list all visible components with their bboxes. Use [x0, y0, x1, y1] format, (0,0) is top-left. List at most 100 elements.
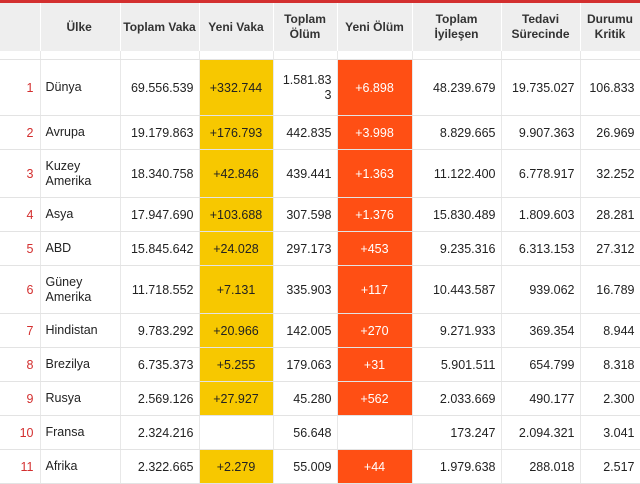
row-total-deaths: 307.598	[273, 197, 338, 232]
row-rank: 8	[0, 347, 41, 382]
rank-header	[0, 3, 41, 51]
row-new-deaths: +117	[337, 265, 413, 314]
row-country: Hindistan	[40, 313, 121, 348]
active-header[interactable]: Tedavi Sürecinde	[501, 3, 581, 51]
row-critical: 28.281	[580, 197, 640, 232]
row-new-deaths: +270	[337, 313, 413, 348]
table-row: 9 Rusya 2.569.126 +27.927 45.280 +562 2.…	[0, 381, 640, 416]
row-country: Güney Amerika	[40, 265, 121, 314]
row-recovered: 48.239.679	[412, 59, 502, 116]
row-rank: 6	[0, 265, 41, 314]
row-critical: 26.969	[580, 115, 640, 150]
table-row: 2 Avrupa 19.179.863 +176.793 442.835 +3.…	[0, 115, 640, 150]
critical-header[interactable]: Durumu Kritik	[580, 3, 640, 51]
row-total-deaths: 142.005	[273, 313, 338, 348]
country-header[interactable]: Ülke	[40, 3, 121, 51]
row-recovered: 11.122.400	[412, 149, 502, 198]
row-rank: 10	[0, 415, 41, 450]
row-total-deaths: 55.009	[273, 449, 338, 484]
row-new-cases: +27.927	[199, 381, 274, 416]
row-rank: 5	[0, 231, 41, 266]
row-new-cases: +5.255	[199, 347, 274, 382]
row-new-deaths: +6.898	[337, 59, 413, 116]
table-row: 8 Brezilya 6.735.373 +5.255 179.063 +31 …	[0, 347, 640, 382]
row-rank: 9	[0, 381, 41, 416]
row-country: ABD	[40, 231, 121, 266]
table-row: 4 Asya 17.947.690 +103.688 307.598 +1.37…	[0, 197, 640, 232]
row-total-deaths: 297.173	[273, 231, 338, 266]
row-total-deaths: 45.280	[273, 381, 338, 416]
row-new-cases: +332.744	[199, 59, 274, 116]
row-rank: 3	[0, 149, 41, 198]
row-country: Avrupa	[40, 115, 121, 150]
recovered-header[interactable]: Toplam İyileşen	[412, 3, 502, 51]
row-recovered: 15.830.489	[412, 197, 502, 232]
row-new-deaths: +31	[337, 347, 413, 382]
table-row: 1 Dünya 69.556.539 +332.744 1.581.833 +6…	[0, 59, 640, 116]
row-active: 6.313.153	[501, 231, 581, 266]
row-rank: 11	[0, 449, 41, 484]
row-total-deaths: 56.648	[273, 415, 338, 450]
row-critical: 16.789	[580, 265, 640, 314]
row-active: 288.018	[501, 449, 581, 484]
row-new-cases: +2.279	[199, 449, 274, 484]
row-active: 9.907.363	[501, 115, 581, 150]
row-new-deaths: +453	[337, 231, 413, 266]
row-new-deaths: +44	[337, 449, 413, 484]
row-new-deaths: +562	[337, 381, 413, 416]
row-total-cases: 6.735.373	[120, 347, 200, 382]
row-rank: 1	[0, 59, 41, 116]
row-new-deaths-empty	[337, 415, 413, 450]
row-critical: 8.318	[580, 347, 640, 382]
row-total-cases: 2.324.216	[120, 415, 200, 450]
row-total-cases: 9.783.292	[120, 313, 200, 348]
table-row: 7 Hindistan 9.783.292 +20.966 142.005 +2…	[0, 313, 640, 348]
table-row: 6 Güney Amerika 11.718.552 +7.131 335.90…	[0, 265, 640, 314]
row-recovered: 173.247	[412, 415, 502, 450]
top-accent-bar	[0, 0, 640, 3]
row-critical: 3.041	[580, 415, 640, 450]
row-country: Kuzey Amerika	[40, 149, 121, 198]
row-total-cases: 18.340.758	[120, 149, 200, 198]
row-total-deaths: 335.903	[273, 265, 338, 314]
row-total-deaths: 1.581.833	[273, 59, 338, 116]
row-active: 939.062	[501, 265, 581, 314]
table-row: 11 Afrika 2.322.665 +2.279 55.009 +44 1.…	[0, 449, 640, 484]
row-active: 1.809.603	[501, 197, 581, 232]
row-total-deaths: 179.063	[273, 347, 338, 382]
total-deaths-header[interactable]: Toplam Ölüm	[273, 3, 338, 51]
row-total-cases: 17.947.690	[120, 197, 200, 232]
row-country: Afrika	[40, 449, 121, 484]
row-active: 369.354	[501, 313, 581, 348]
row-country: Rusya	[40, 381, 121, 416]
row-new-deaths: +1.376	[337, 197, 413, 232]
row-new-cases: +42.846	[199, 149, 274, 198]
row-recovered: 1.979.638	[412, 449, 502, 484]
row-total-cases: 19.179.863	[120, 115, 200, 150]
row-new-deaths: +1.363	[337, 149, 413, 198]
row-total-cases: 2.569.126	[120, 381, 200, 416]
row-new-cases: +103.688	[199, 197, 274, 232]
new-deaths-header[interactable]: Yeni Ölüm	[337, 3, 413, 51]
table-row: 5 ABD 15.845.642 +24.028 297.173 +453 9.…	[0, 231, 640, 266]
row-total-deaths: 439.441	[273, 149, 338, 198]
spacer-row	[0, 51, 640, 60]
row-rank: 7	[0, 313, 41, 348]
row-country: Brezilya	[40, 347, 121, 382]
row-active: 654.799	[501, 347, 581, 382]
row-active: 2.094.321	[501, 415, 581, 450]
row-critical: 106.833	[580, 59, 640, 116]
row-recovered: 2.033.669	[412, 381, 502, 416]
total-cases-header[interactable]: Toplam Vaka	[120, 3, 200, 51]
table-row: 3 Kuzey Amerika 18.340.758 +42.846 439.4…	[0, 149, 640, 198]
row-recovered: 9.271.933	[412, 313, 502, 348]
table-row: 10 Fransa 2.324.216 56.648 173.247 2.094…	[0, 415, 640, 450]
row-new-cases: +20.966	[199, 313, 274, 348]
row-new-deaths: +3.998	[337, 115, 413, 150]
new-cases-header[interactable]: Yeni Vaka	[199, 3, 274, 51]
row-critical: 2.517	[580, 449, 640, 484]
row-country: Asya	[40, 197, 121, 232]
row-recovered: 5.901.511	[412, 347, 502, 382]
row-rank: 2	[0, 115, 41, 150]
row-recovered: 8.829.665	[412, 115, 502, 150]
